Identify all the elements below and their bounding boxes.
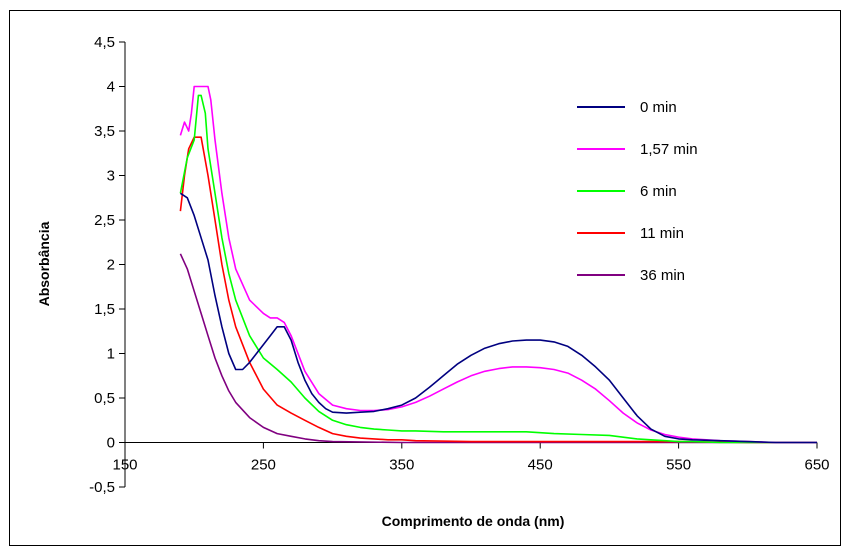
y-tick-label: 2,5	[94, 212, 115, 229]
x-tick-label: 350	[389, 457, 414, 474]
legend-label: 6 min	[640, 183, 677, 200]
legend-label: 36 min	[640, 267, 685, 284]
series-line-0-min	[179, 192, 817, 444]
y-tick-label: -0,5	[89, 479, 115, 496]
plot-area	[179, 85, 817, 444]
x-tick-label: 250	[251, 457, 276, 474]
x-tick-label: 150	[112, 457, 137, 474]
x-axis-title: Comprimento de onda (nm)	[382, 513, 565, 529]
legend-label: 0 min	[640, 99, 677, 116]
y-tick-label: 1,5	[94, 301, 115, 318]
series-line-1-57-min	[179, 85, 817, 444]
legend-label: 11 min	[640, 225, 684, 242]
y-tick-label: 3	[107, 168, 115, 185]
series-line-36-min	[179, 253, 817, 444]
chart-frame	[9, 10, 841, 546]
y-tick-label: 4	[107, 79, 115, 96]
y-tick-label: 0,5	[94, 390, 115, 407]
y-tick-label: 1	[107, 346, 115, 363]
y-tick-label: 0	[107, 435, 115, 452]
y-tick-label: 2	[107, 257, 115, 274]
y-tick-label: 4,5	[94, 34, 115, 51]
x-tick-label: 450	[528, 457, 553, 474]
legend: 0 min 1,57 min 6 min 11 min 36 min	[577, 99, 698, 284]
series-line-11-min	[179, 136, 817, 444]
x-tick-label: 650	[804, 457, 829, 474]
axes: -0,5 0 0,5 1 1,5 2 2,5 3 3,5 4 4,5 150 250 350 450 550 6…	[89, 34, 829, 496]
series-line-6-min	[179, 94, 817, 444]
y-tick-label: 3,5	[94, 123, 115, 140]
legend-label: 1,57 min	[640, 141, 698, 158]
x-tick-label: 550	[666, 457, 691, 474]
y-axis-title: Absorbância	[36, 221, 52, 306]
